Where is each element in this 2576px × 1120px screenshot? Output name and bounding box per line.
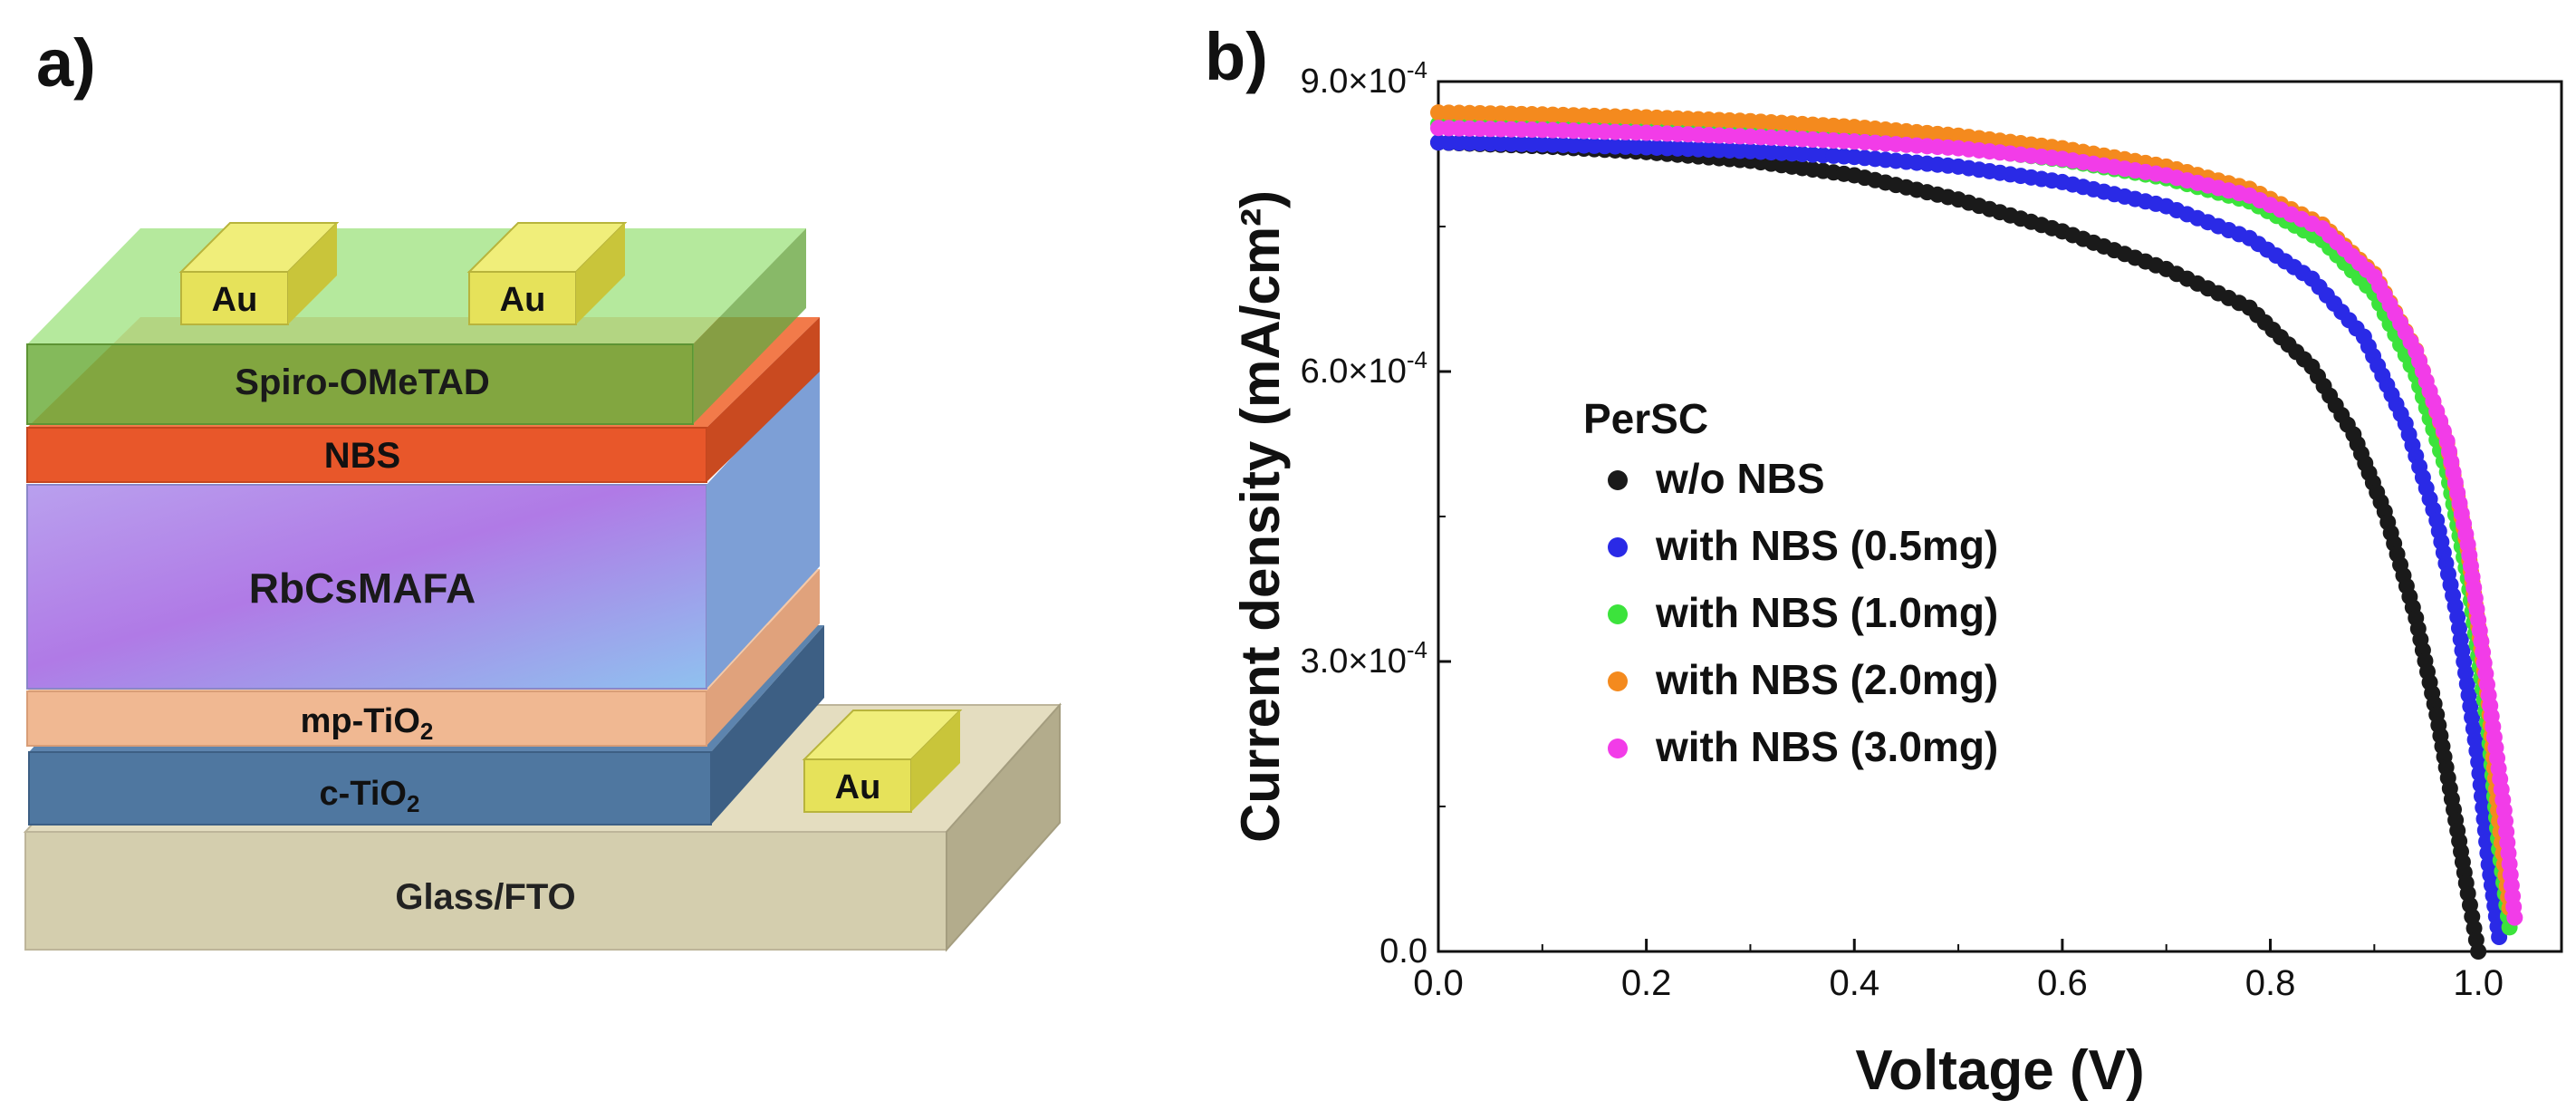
data-point [2470,943,2487,960]
mp-tio2-sub: 2 [420,718,433,745]
au-electrode-1: Au [178,222,340,325]
y-tick-label: 3.0×10-4 [1301,636,1427,681]
y-tick-mantissa: 0.0 [1379,932,1427,970]
data-point [2491,929,2508,945]
legend-marker [1608,739,1628,758]
mp-tio2-label: mp-TiO2 [301,702,434,745]
legend-marker [1608,671,1628,691]
au-label-3: Au [835,768,881,806]
legend: PerSC w/o NBS with NBS (0.5mg) with NBS (1.… [1583,395,1998,770]
y-tick-label: 6.0×10-4 [1301,346,1427,391]
x-axis: 0.0 0.2 0.4 0.6 0.8 1.0 [1413,939,2504,1003]
device-schematic: a) Glass/FTO c-TiO2 mp-TiO2 RbCsMAFA [23,25,1062,952]
x-tick-label: 0.4 [1829,963,1879,1003]
legend-label: w/o NBS [1655,455,1825,502]
legend-marker [1608,470,1628,490]
legend-label: with NBS (3.0mg) [1655,723,1998,770]
nbs-label: NBS [324,436,400,476]
x-axis-title: Voltage (V) [1855,1039,2144,1102]
legend-title: PerSC [1583,395,1708,442]
panel-b-label: b) [1205,19,1268,94]
legend-label: with NBS (1.0mg) [1655,589,1998,636]
c-tio2-front [28,751,712,826]
spiro-layer: Spiro-OMeTAD [26,228,806,425]
y-axis-title: Current density (mA/cm²) [1230,190,1291,843]
x-tick-label: 1.0 [2453,963,2504,1003]
substrate-front [24,831,947,951]
legend-marker [1608,604,1628,624]
au-electrode-3: Au [802,710,963,813]
mp-tio2-text: mp-TiO [301,702,420,740]
y-axis: 0.03.0×10-46.0×10-49.0×10-4 [1301,56,1451,970]
y-tick-exponent: -4 [1407,346,1427,373]
legend-label: with NBS (0.5mg) [1655,522,1998,569]
perovskite-label: RbCsMAFA [249,565,476,612]
au-electrode-2: Au [466,222,628,325]
x-tick-label: 0.8 [2245,963,2296,1003]
c-tio2-text: c-TiO [320,775,407,813]
y-tick-exponent: -4 [1407,636,1427,663]
series-4 [1430,120,2523,926]
au-label-1: Au [212,281,258,319]
substrate-label: Glass/FTO [395,877,575,917]
y-tick-mantissa: 3.0×10 [1301,642,1407,681]
c-tio2-sub: 2 [407,790,419,817]
c-tio2-label: c-TiO2 [320,775,420,817]
y-tick-label: 9.0×10-4 [1301,56,1427,101]
panel-a-label: a) [36,25,96,101]
x-tick-label: 0.6 [2037,963,2088,1003]
series-layer [1430,104,2523,960]
y-tick-label: 0.0 [1379,932,1427,970]
x-tick-label: 0.2 [1621,963,1672,1003]
y-tick-exponent: -4 [1407,56,1427,83]
data-point [2506,909,2523,926]
y-tick-mantissa: 6.0×10 [1301,352,1407,391]
series-3 [1430,104,2518,916]
spiro-label: Spiro-OMeTAD [235,362,489,402]
au-label-2: Au [500,281,546,319]
jv-chart: b) 0.03.0×10-46.0×10-49.0×10-4 0.0 0.2 0.4… [1205,19,2563,1102]
y-tick-mantissa: 9.0×10 [1301,63,1407,101]
spiro-front [26,343,694,425]
x-tick-label: 0.0 [1413,963,1464,1003]
perovskite-side [706,362,820,689]
nbs-front [26,427,707,483]
perovskite-layer: RbCsMAFA [26,362,820,690]
legend-label: with NBS (2.0mg) [1655,656,1998,703]
series-1 [1430,134,2508,945]
legend-marker [1608,537,1628,557]
